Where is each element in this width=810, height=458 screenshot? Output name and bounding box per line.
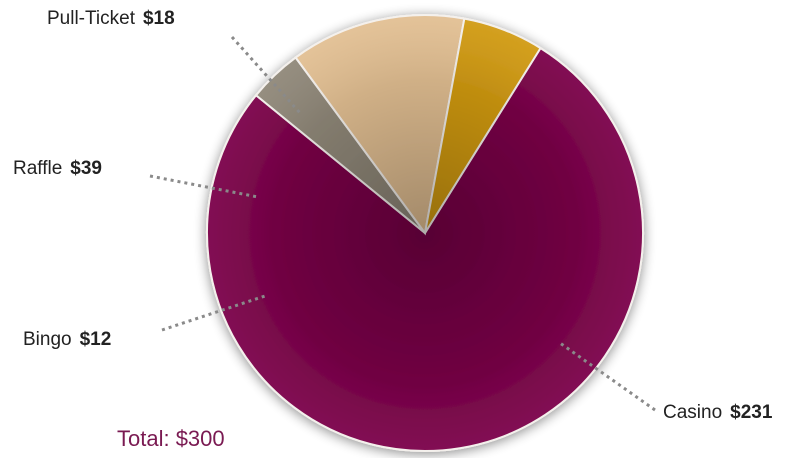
total-label: Total: $300 (117, 426, 225, 452)
bingo-value: $12 (80, 329, 112, 350)
pull-ticket-value: $18 (143, 8, 175, 29)
casino-name: Casino (663, 402, 722, 423)
raffle-name: Raffle (13, 158, 62, 179)
pie-slices (207, 15, 643, 451)
casino-label: Casino $231 (663, 402, 772, 424)
pull-ticket-name: Pull-Ticket (47, 8, 135, 29)
pull-ticket-label: Pull-Ticket $18 (47, 8, 175, 30)
raffle-value: $39 (70, 158, 102, 179)
raffle-label: Raffle $39 (13, 158, 102, 180)
bingo-label: Bingo $12 (23, 329, 111, 351)
pie-shading (207, 15, 643, 451)
casino-value: $231 (730, 402, 772, 423)
bingo-name: Bingo (23, 329, 72, 350)
